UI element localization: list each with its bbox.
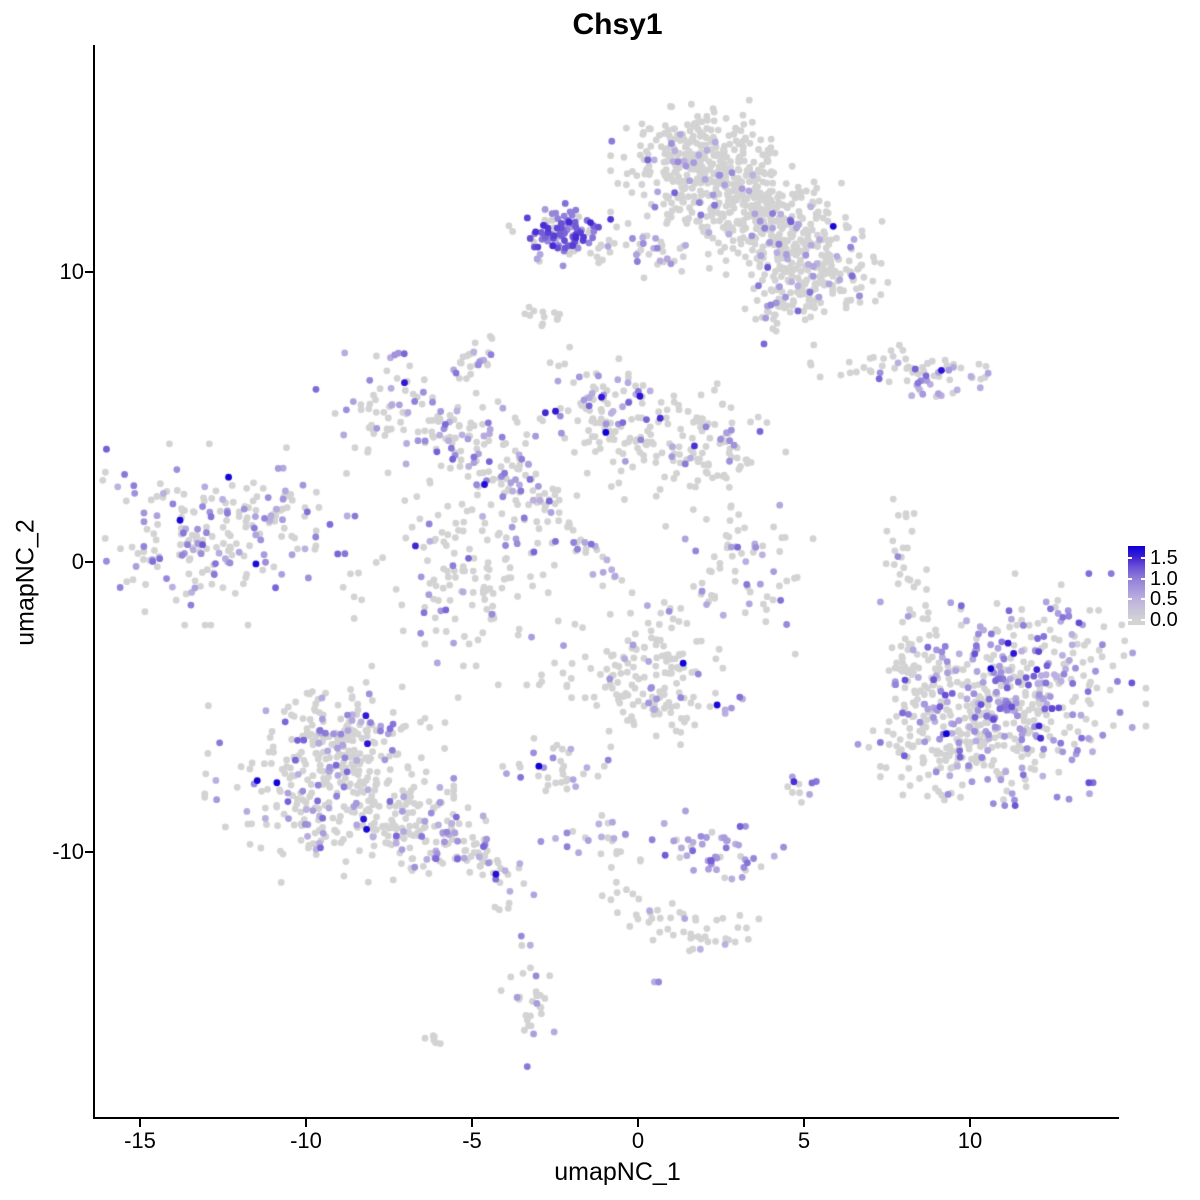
- legend-value-label: 1.5: [1150, 547, 1178, 569]
- y-tick-label: -10: [52, 839, 84, 864]
- legend-tick-mark: [1141, 598, 1145, 600]
- x-tick-mark: [305, 1119, 307, 1127]
- x-tick-mark: [139, 1119, 141, 1127]
- x-tick-label: 0: [631, 1128, 645, 1153]
- legend-value-label: 0.5: [1150, 588, 1178, 610]
- x-axis-line: [93, 1117, 1119, 1119]
- legend-tick-mark: [1128, 598, 1132, 600]
- x-axis-title: umapNC_1: [554, 1158, 681, 1186]
- y-tick-label: 0: [71, 549, 84, 574]
- legend-value-label: 0.0: [1150, 609, 1178, 631]
- x-tick-mark: [803, 1119, 805, 1127]
- legend-value-label: 1.0: [1150, 568, 1178, 590]
- y-axis-line: [93, 45, 95, 1119]
- y-axis-title: umapNC_2: [11, 519, 40, 646]
- x-tick-label: -15: [124, 1128, 156, 1153]
- y-tick-mark: [85, 561, 93, 563]
- legend-colorbar: [1128, 546, 1145, 625]
- legend-tick-mark: [1141, 578, 1145, 580]
- legend-tick-mark: [1128, 578, 1132, 580]
- x-tick-mark: [471, 1119, 473, 1127]
- y-tick-label: 10: [59, 259, 84, 284]
- y-tick-mark: [85, 271, 93, 273]
- x-tick-mark: [637, 1119, 639, 1127]
- legend-tick-mark: [1141, 619, 1145, 621]
- legend-tick-mark: [1128, 557, 1132, 559]
- x-tick-mark: [969, 1119, 971, 1127]
- x-tick-label: -5: [462, 1128, 482, 1153]
- expression-legend: 1.5 1.0 0.5 0.0: [1122, 540, 1200, 635]
- x-tick-label: 5: [797, 1128, 811, 1153]
- x-tick-label: -10: [290, 1128, 322, 1153]
- legend-tick-mark: [1141, 557, 1145, 559]
- legend-tick-mark: [1128, 619, 1132, 621]
- y-tick-mark: [85, 851, 93, 853]
- x-tick-label: 10: [957, 1128, 983, 1153]
